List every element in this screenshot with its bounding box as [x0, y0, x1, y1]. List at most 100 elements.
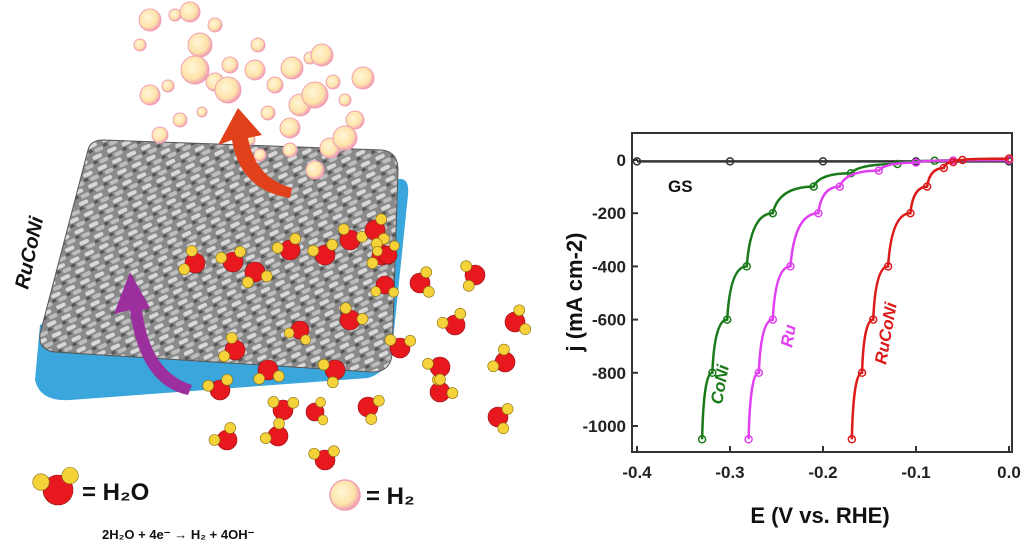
x-tick-label: -0.1 — [901, 463, 930, 482]
water-molecule — [242, 261, 273, 289]
h2-bubble — [266, 76, 284, 94]
water-molecule — [487, 343, 516, 373]
water-molecule — [271, 232, 302, 261]
h2-bubble — [133, 38, 147, 52]
h2-bubble — [345, 110, 365, 130]
h2-bubble — [221, 56, 239, 74]
data-point — [948, 157, 958, 167]
x-tick-label: -0.3 — [715, 463, 744, 482]
x-axis-label: E (V vs. RHE) — [750, 503, 889, 528]
water-molecule — [504, 304, 532, 335]
data-point — [883, 262, 893, 271]
data-point — [911, 158, 921, 167]
water-molecule — [215, 245, 246, 273]
h2-bubble — [161, 79, 175, 93]
legend-h2: = H₂ — [329, 479, 415, 511]
water-molecule — [409, 266, 435, 298]
data-point — [868, 315, 878, 324]
data-point — [906, 208, 915, 218]
data-point — [744, 435, 753, 444]
h2-bubble — [139, 84, 161, 106]
h2-bubble — [244, 59, 266, 81]
x-tick-label: -0.2 — [808, 463, 837, 482]
data-point — [958, 155, 967, 165]
h2-bubble — [325, 74, 341, 90]
h2-bubble — [301, 81, 329, 109]
y-tick-label: 0 — [617, 151, 626, 170]
data-point — [742, 262, 751, 271]
h2-bubble — [338, 93, 352, 107]
y-axis-label: j (mA cm-2) — [562, 233, 587, 353]
h2-bubble-icon — [329, 479, 361, 511]
water-molecule — [178, 245, 206, 276]
h2-bubble — [151, 126, 169, 144]
data-point — [1004, 154, 1014, 163]
h2-bubble — [260, 105, 276, 121]
water-molecule — [253, 359, 285, 385]
series-line — [850, 157, 1010, 440]
data-point — [835, 182, 844, 191]
series-label-ru: Ru — [777, 322, 800, 348]
series-line — [747, 158, 1010, 440]
water-molecule — [307, 238, 338, 266]
series-label-ruconi: RuCoNi — [871, 300, 901, 366]
data-point — [632, 157, 642, 166]
series-label-gs: GS — [668, 177, 693, 196]
data-point — [786, 262, 795, 271]
h2-bubble — [250, 37, 266, 53]
legend-h2o-label: = H₂O — [82, 479, 149, 506]
water-molecule — [202, 373, 233, 401]
chart-series — [632, 154, 1014, 444]
water-molecule — [487, 403, 514, 435]
series-line — [700, 158, 1010, 440]
data-point — [768, 315, 778, 324]
h2-bubble — [207, 17, 223, 33]
water-molecule — [308, 445, 340, 471]
y-tick-label: -200 — [592, 204, 626, 223]
water-molecule — [436, 307, 467, 336]
water-molecule — [370, 275, 399, 298]
data-point — [847, 435, 857, 444]
legend-h2o: = H₂O — [32, 467, 149, 506]
reaction-equation: 2H₂O + 4e⁻ → H₂ + 4OH⁻ — [102, 527, 255, 542]
h2-bubble — [172, 112, 188, 128]
y-tick-label: -400 — [592, 257, 626, 276]
data-point — [697, 435, 707, 444]
data-point — [722, 315, 732, 324]
water-molecule — [32, 467, 79, 506]
x-tick-label: -0.4 — [622, 463, 652, 482]
series-label-coni: CoNi — [707, 362, 733, 406]
y-tick-label: -1000 — [583, 417, 626, 436]
hydrogen-evolution-diagram: RuCoNi = H₂O = H₂ 2H₂O + 4e⁻ → H₂ + 4OH⁻ — [11, 1, 532, 542]
water-molecule — [305, 397, 329, 426]
water-molecule — [357, 394, 385, 425]
data-point — [874, 166, 884, 175]
h2-bubble — [179, 1, 201, 23]
h2-bubble — [180, 55, 210, 85]
water-adsorption-arrow-icon — [114, 272, 192, 395]
water-molecule-icon — [32, 467, 79, 506]
h2-bubble — [138, 8, 162, 32]
h2-bubble — [310, 43, 334, 67]
water-molecule — [384, 334, 417, 359]
data-point — [939, 163, 949, 173]
h2-bubbles — [133, 1, 375, 180]
water-molecule — [339, 302, 369, 331]
h2-bubble — [253, 148, 267, 162]
water-molecules — [178, 213, 532, 471]
data-point — [708, 368, 717, 378]
water-molecule — [218, 332, 246, 363]
h2-bubble — [332, 125, 358, 151]
h2-bubble — [351, 66, 375, 90]
data-point — [768, 208, 778, 218]
h2-bubble — [305, 160, 325, 180]
water-molecule — [317, 358, 346, 389]
legend-h2-label: = H₂ — [366, 483, 415, 510]
h2-bubble — [214, 76, 242, 104]
data-point — [754, 368, 764, 378]
data-point — [814, 208, 823, 218]
h2-bubble — [280, 56, 304, 80]
h2-bubble — [282, 142, 298, 158]
data-point — [857, 368, 867, 378]
